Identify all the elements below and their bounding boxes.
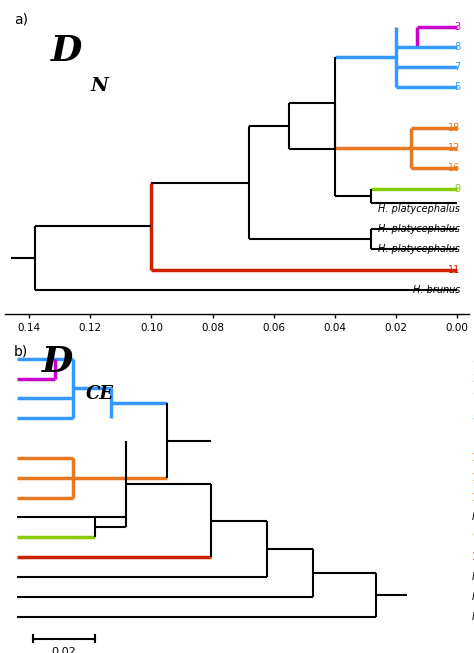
Text: 7: 7 xyxy=(473,393,474,404)
Text: 8: 8 xyxy=(473,413,474,423)
Text: 9: 9 xyxy=(473,532,474,542)
Text: H. platycephalus: H. platycephalus xyxy=(473,592,474,602)
Text: H. brunus: H. brunus xyxy=(413,285,460,295)
Text: 3: 3 xyxy=(454,22,460,32)
Text: 8: 8 xyxy=(454,42,460,52)
Text: D: D xyxy=(42,345,73,379)
Text: 12: 12 xyxy=(473,473,474,483)
Text: 5: 5 xyxy=(454,82,460,93)
Text: 18: 18 xyxy=(473,453,474,463)
Text: 18: 18 xyxy=(448,123,460,133)
Text: H. platycephalus: H. platycephalus xyxy=(378,224,460,234)
Text: 3: 3 xyxy=(473,374,474,383)
Text: 16: 16 xyxy=(448,163,460,174)
Text: b): b) xyxy=(14,345,28,359)
Text: H. brunus: H. brunus xyxy=(473,612,474,622)
Text: N: N xyxy=(91,77,109,95)
Text: 11: 11 xyxy=(448,264,460,275)
Text: H. platycephalus: H. platycephalus xyxy=(378,204,460,214)
Text: 9: 9 xyxy=(454,183,460,194)
Text: CE: CE xyxy=(86,385,114,403)
Text: a): a) xyxy=(14,12,28,27)
Text: 11: 11 xyxy=(473,552,474,562)
Text: H. platycephalus: H. platycephalus xyxy=(378,244,460,255)
Text: 5: 5 xyxy=(473,354,474,364)
Text: 16: 16 xyxy=(473,492,474,503)
Text: H. platycephalus: H. platycephalus xyxy=(473,572,474,582)
Text: 12: 12 xyxy=(448,143,460,153)
Text: D: D xyxy=(51,34,82,68)
Text: 7: 7 xyxy=(454,62,460,72)
Text: H. platycephalus: H. platycephalus xyxy=(473,513,474,522)
Text: 0.02: 0.02 xyxy=(52,647,76,653)
